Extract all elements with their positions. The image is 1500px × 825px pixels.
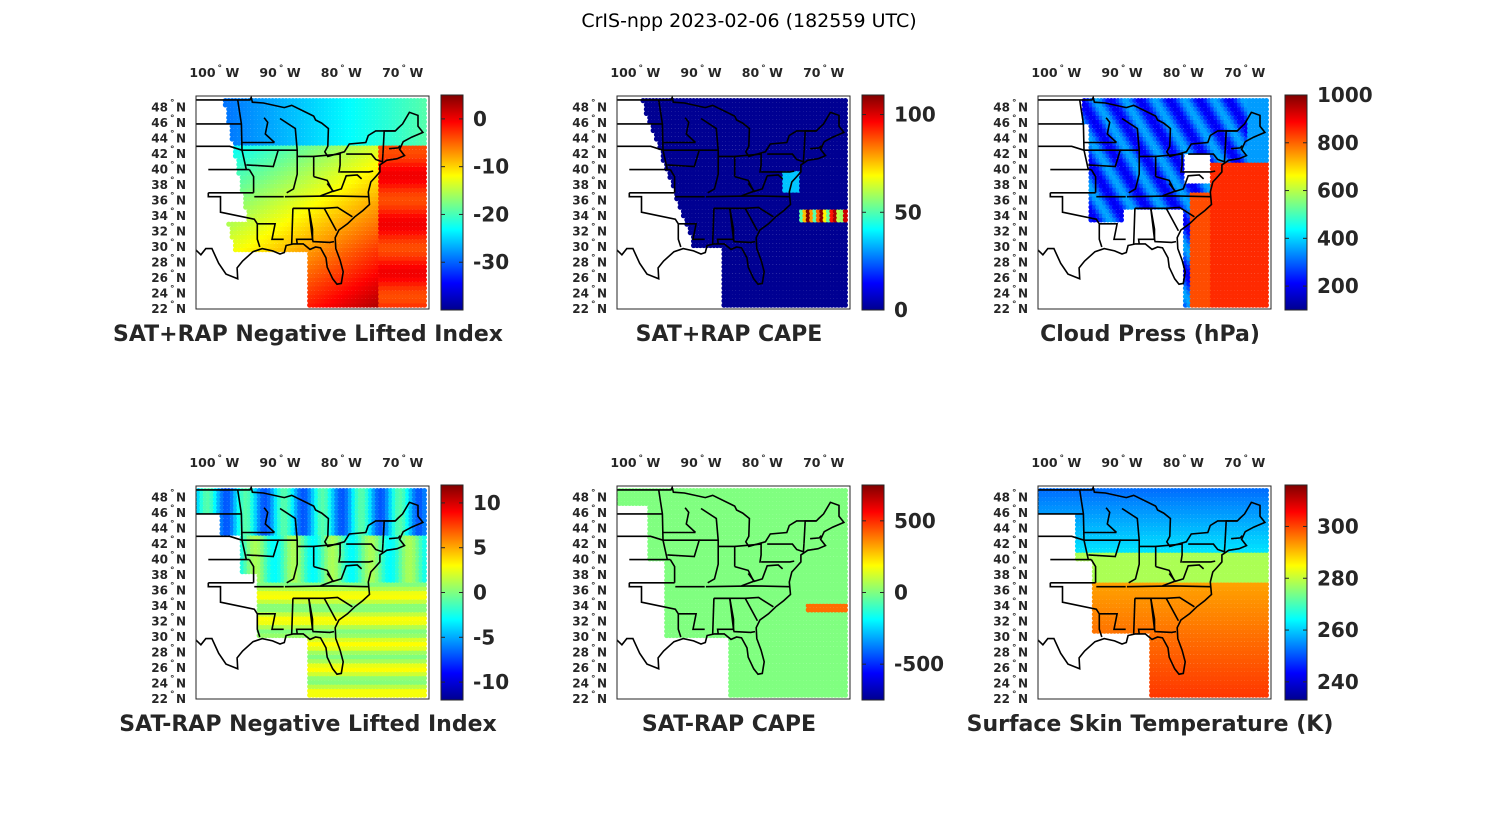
degree-symbol: ° (170, 161, 175, 171)
lat-hemisphere: N (176, 194, 186, 208)
lat-tick-label: 42 (151, 147, 168, 161)
degree-symbol: ° (170, 192, 175, 202)
panel-title: SAT+RAP Negative Lifted Index (113, 322, 503, 347)
data-point (421, 259, 427, 266)
degree-symbol: ° (170, 300, 175, 310)
lon-hemisphere: W (226, 65, 240, 80)
lat-tick-label: 30 (151, 240, 168, 254)
lon-hemisphere: W (409, 65, 423, 80)
degree-symbol: ° (170, 176, 175, 186)
lat-tick-label: 24 (151, 287, 168, 301)
state-line (340, 170, 374, 173)
panel-sat-rap-cape: 48 ° N46 ° N44 ° N42 ° N40 ° N38 ° N36 ° N34 ° N32 ° N30 ° N… (572, 64, 935, 347)
data-point (421, 98, 427, 104)
lat-tick-label: 22 (151, 302, 168, 316)
lat-tick-label: 40 (151, 163, 168, 177)
data-point (421, 238, 427, 244)
degree-symbol: ° (279, 64, 284, 74)
panel-grid: 48 ° N46 ° N44 ° N42 ° N40 ° N38 ° N36 ° N34 ° N32 ° N30 ° N… (113, 64, 1373, 737)
data-point (421, 289, 427, 295)
data-point (421, 242, 427, 249)
degree-symbol: ° (170, 254, 175, 264)
lat-hemisphere: N (176, 101, 186, 115)
lat-hemisphere: N (176, 240, 186, 254)
lat-tick-label: 28 (151, 256, 168, 270)
data-point (421, 251, 427, 257)
colorbar-tick-label: 0 (473, 107, 487, 131)
lat-hemisphere: N (176, 147, 186, 161)
degree-symbol: ° (170, 223, 175, 233)
data-point (421, 285, 427, 291)
lat-tick-label: 48 (151, 101, 168, 115)
data-point (421, 221, 427, 227)
data-swath (222, 98, 427, 308)
lon-hemisphere: W (287, 65, 301, 80)
lat-hemisphere: N (176, 163, 186, 177)
lat-hemisphere: N (176, 271, 186, 285)
colorbar (440, 94, 464, 311)
panel-sat-rap-neg-li: 48 ° N46 ° N44 ° N42 ° N40 ° N38 ° N36 ° N34 ° N32 ° N30 ° N… (113, 64, 509, 347)
data-point (421, 225, 427, 231)
data-point (421, 302, 427, 308)
lat-tick-label: 38 (151, 178, 168, 192)
colorbar-tick-label: -30 (473, 250, 509, 274)
state-line (284, 195, 369, 198)
lat-tick-label: 44 (151, 132, 168, 146)
lon-hemisphere: W (348, 65, 362, 80)
lon-tick-label: 100 (189, 65, 215, 80)
lat-hemisphere: N (176, 116, 186, 130)
lat-hemisphere: N (176, 256, 186, 270)
degree-symbol: ° (170, 269, 175, 279)
data-point (421, 217, 427, 223)
lat-hemisphere: N (176, 178, 186, 192)
lat-tick-label: 46 (151, 116, 168, 130)
data-point (421, 268, 427, 274)
lat-tick-label: 32 (151, 225, 168, 239)
figure-title: CrIS-npp 2023-02-06 (182559 UTC) (581, 10, 916, 32)
colorbar-tick-label: -20 (473, 202, 509, 226)
data-point (421, 247, 427, 253)
colorbar-tick-label: -10 (473, 155, 509, 179)
lat-hemisphere: N (176, 302, 186, 316)
lat-hemisphere: N (176, 287, 186, 301)
degree-symbol: ° (170, 207, 175, 217)
data-point (421, 264, 427, 270)
degree-symbol: ° (170, 145, 175, 155)
degree-symbol: ° (170, 99, 175, 109)
data-point (421, 298, 427, 304)
degree-symbol: ° (170, 285, 175, 295)
lat-tick-label: 26 (151, 271, 168, 285)
data-point (421, 230, 427, 236)
lon-tick-label: 80 (321, 65, 339, 80)
data-point (421, 294, 427, 300)
data-point (421, 213, 427, 219)
data-point (421, 272, 427, 278)
lon-tick-label: 90 (259, 65, 277, 80)
degree-symbol: ° (170, 114, 175, 124)
lat-tick-label: 34 (151, 209, 168, 223)
data-point (421, 234, 427, 240)
degree-symbol: ° (170, 238, 175, 248)
lat-tick-label: 36 (151, 194, 168, 208)
degree-symbol: ° (170, 130, 175, 140)
degree-symbol: ° (218, 64, 223, 74)
data-point (421, 208, 427, 214)
lat-hemisphere: N (176, 225, 186, 239)
data-point (421, 277, 427, 283)
lon-tick-label: 70 (382, 65, 400, 80)
degree-symbol: ° (401, 64, 406, 74)
data-point (842, 98, 849, 104)
data-point (421, 281, 427, 287)
data-point (421, 255, 427, 261)
lat-hemisphere: N (176, 132, 186, 146)
degree-symbol: ° (340, 64, 345, 74)
lat-hemisphere: N (176, 209, 186, 223)
